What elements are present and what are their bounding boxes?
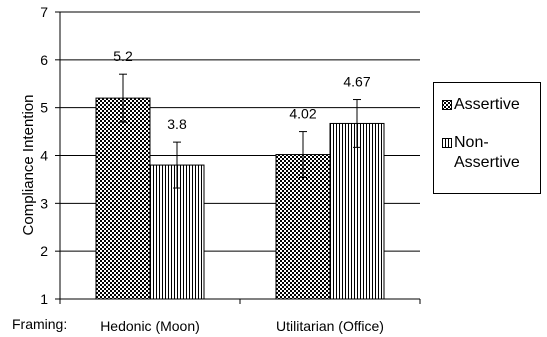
data-labels: 5.2 3.8 4.02 4.67 <box>113 48 371 132</box>
y-tick-label: 4 <box>40 148 48 164</box>
legend-label-assertive: Assertive <box>454 96 520 113</box>
assertive-swatch-icon <box>442 100 452 110</box>
data-label: 5.2 <box>113 48 133 64</box>
y-tick-label: 3 <box>40 195 48 211</box>
legend-item-non-assertive: Non- Assertive <box>442 133 520 173</box>
legend-label-non-assertive-line1: Non- <box>454 134 489 151</box>
non-assertive-swatch-icon <box>442 138 452 148</box>
legend-label-non-assertive: Non- Assertive <box>454 133 520 173</box>
y-tick-label: 2 <box>40 243 48 259</box>
y-tick-label: 1 <box>40 291 48 307</box>
x-axis-prefix-label: Framing: <box>12 316 68 332</box>
y-tick-label: 7 <box>40 4 48 20</box>
x-tick-label: Utilitarian (Office) <box>276 318 384 334</box>
data-label: 3.8 <box>167 116 187 132</box>
bars <box>95 73 385 300</box>
axes: 1 2 3 4 5 6 7 Hedonic (Moon) Utilitarian (Office… <box>40 4 421 334</box>
y-tick-label: 5 <box>40 100 48 116</box>
bar <box>95 97 151 300</box>
data-label: 4.67 <box>343 74 370 90</box>
legend-item-assertive: Assertive <box>442 95 520 115</box>
y-tick-label: 6 <box>40 52 48 68</box>
y-axis-label: Compliance Intention <box>20 95 37 236</box>
data-label: 4.02 <box>289 106 316 122</box>
x-tick-label: Hedonic (Moon) <box>100 318 200 334</box>
legend: Assertive Non- Assertive <box>433 82 541 194</box>
legend-label-non-assertive-line2: Assertive <box>454 154 520 171</box>
bar <box>329 122 385 300</box>
